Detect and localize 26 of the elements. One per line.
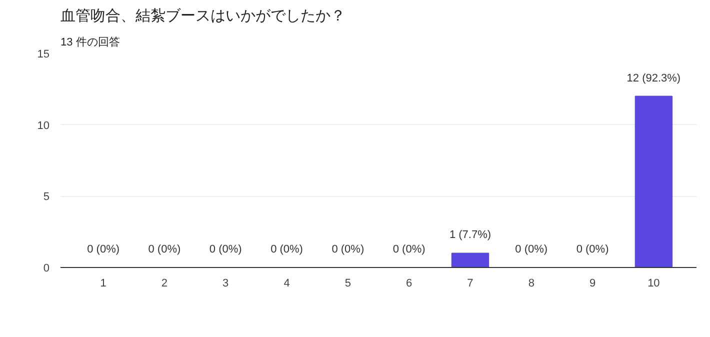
y-tick-label: 0 <box>43 262 50 274</box>
data-label: 0 (0%) <box>332 244 364 256</box>
chart-subtitle: 13 件の回答 <box>60 36 120 48</box>
x-tick-label: 1 <box>100 278 106 290</box>
data-label: 0 (0%) <box>576 244 609 256</box>
data-label: 0 (0%) <box>87 244 120 256</box>
x-tick-label: 2 <box>161 278 168 290</box>
x-tick-label: 3 <box>222 278 229 290</box>
y-tick-label: 5 <box>43 191 50 204</box>
x-tick-label: 6 <box>406 278 412 290</box>
y-tick-label: 15 <box>37 48 50 60</box>
chart-title: 血管吻合、結紮ブースはいかがでしたか？ <box>60 8 346 24</box>
data-label: 0 (0%) <box>148 244 181 256</box>
y-tick-label: 10 <box>37 120 50 132</box>
x-tick-label: 10 <box>648 278 660 290</box>
x-tick-label: 9 <box>589 278 596 290</box>
x-tick-label: 7 <box>467 278 474 290</box>
x-tick-label: 8 <box>528 278 534 290</box>
data-label: 0 (0%) <box>515 244 548 256</box>
data-label: 1 (7.7%) <box>449 229 492 242</box>
x-tick-label: 4 <box>284 278 290 290</box>
data-label: 12 (92.3%) <box>626 72 681 84</box>
data-label: 0 (0%) <box>392 244 426 256</box>
data-label: 0 (0%) <box>270 244 303 256</box>
data-label: 0 (0%) <box>209 244 242 256</box>
x-tick-label: 5 <box>344 278 351 290</box>
